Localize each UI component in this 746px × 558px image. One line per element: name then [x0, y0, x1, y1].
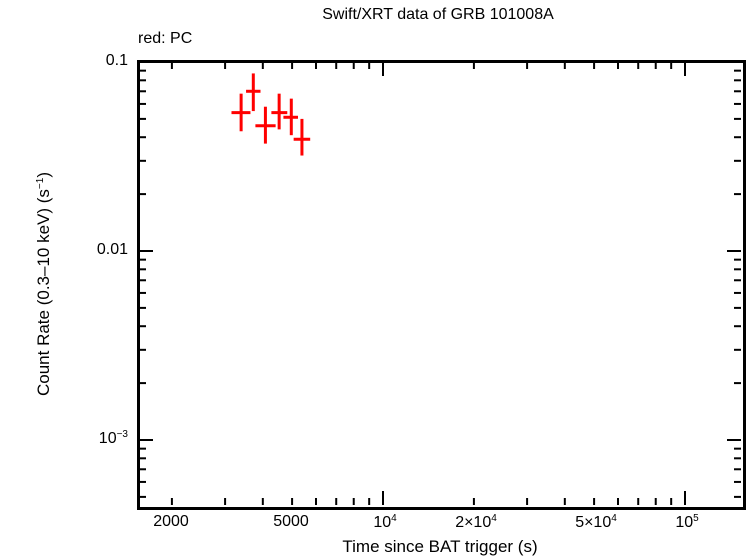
y-label-exp: −1 [35, 177, 46, 190]
y-tick-base: 10 [98, 430, 117, 447]
chart-title: Swift/XRT data of GRB 101008A [322, 6, 554, 23]
x-tick-label: 104 [345, 513, 425, 532]
y-tick-label: 0.01 [96, 241, 128, 258]
x-tick-base: 10 [373, 514, 392, 531]
x-tick-label: 2×104 [436, 513, 516, 532]
x-tick-exp: 4 [611, 513, 617, 524]
x-tick-exp: 4 [491, 513, 497, 524]
x-tick-exp: 4 [391, 513, 397, 524]
x-tick-label: 5000 [273, 513, 309, 530]
plot-frame [137, 60, 746, 510]
x-axis-label: Time since BAT trigger (s) [342, 537, 538, 556]
y-axis-label: Count Rate (0.3–10 keV) (s−1) [34, 164, 54, 404]
y-tick-exp: −3 [116, 429, 128, 440]
x-tick-exp: 5 [693, 513, 699, 524]
y-label-close: ) [34, 171, 53, 178]
y-label-text: Count Rate (0.3–10 keV) (s [34, 189, 53, 397]
x-tick-label: 5×104 [556, 513, 636, 532]
legend-note: red: PC [138, 30, 193, 47]
y-tick-label: 0.1 [105, 52, 128, 69]
x-tick-base: 5×10 [575, 514, 612, 531]
x-tick-label: 105 [647, 513, 727, 532]
y-tick-label: 10−3 [48, 429, 128, 448]
x-tick-base: 2×10 [455, 514, 492, 531]
x-tick-label: 2000 [153, 513, 189, 530]
x-tick-base: 10 [675, 514, 694, 531]
